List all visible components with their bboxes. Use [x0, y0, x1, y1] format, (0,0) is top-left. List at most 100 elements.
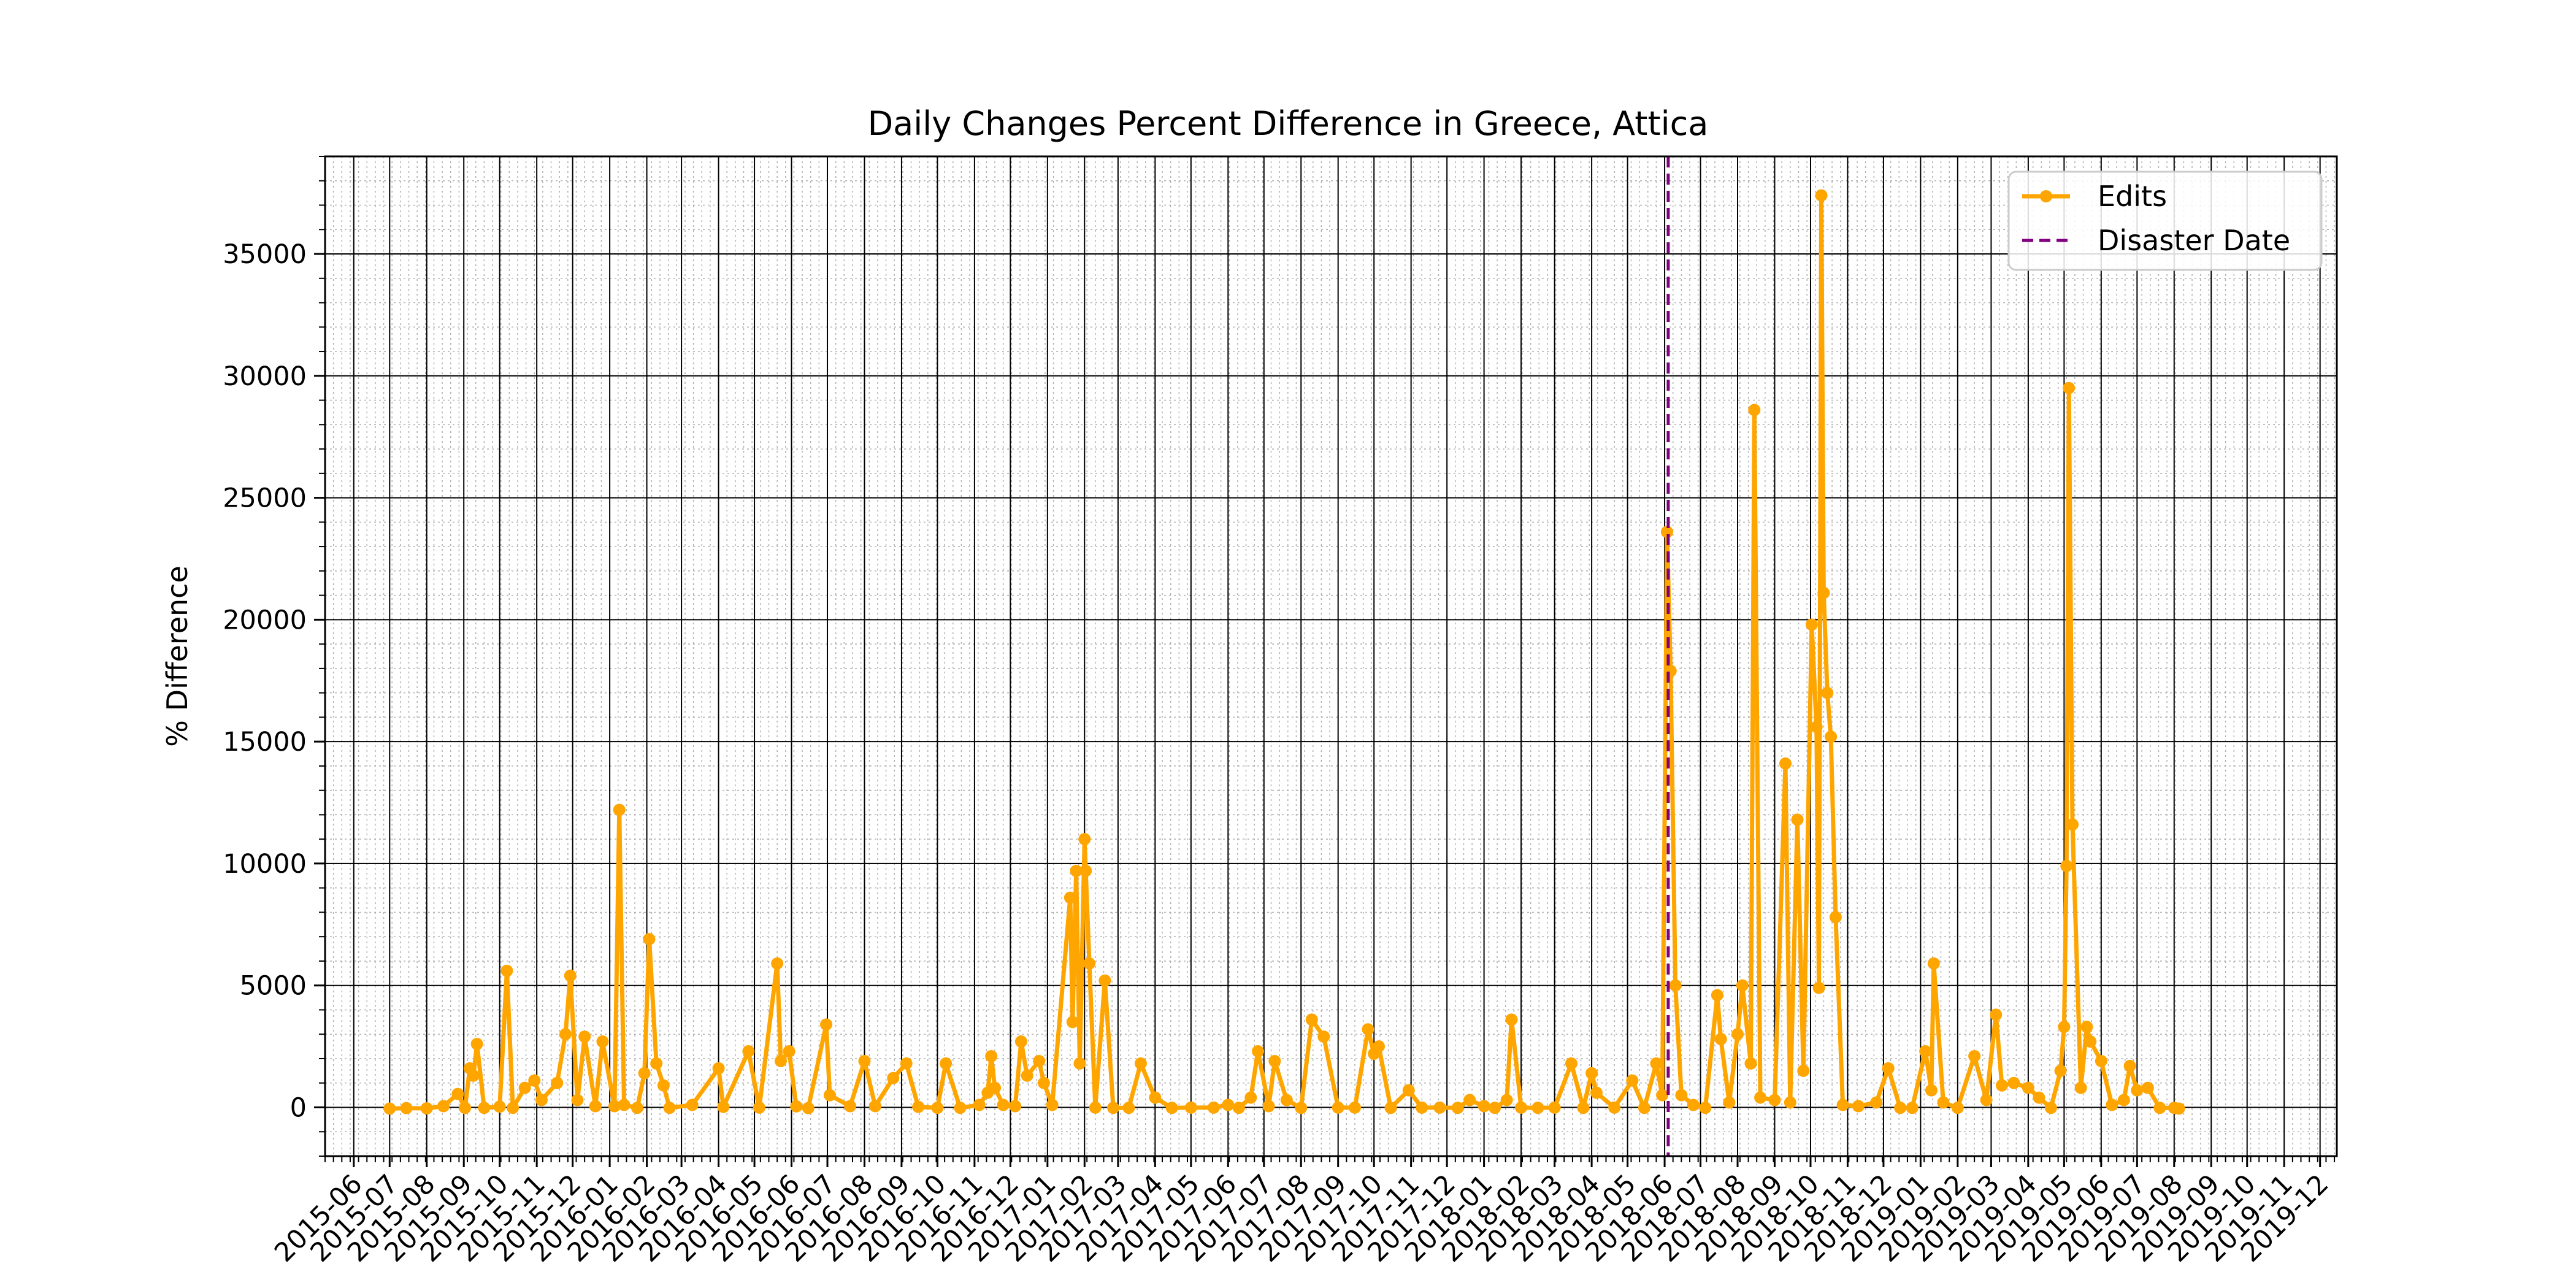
data-point [1565, 1057, 1577, 1070]
data-point [1779, 757, 1792, 770]
data-point [1021, 1069, 1033, 1082]
data-point [2060, 859, 2073, 872]
data-point [2054, 1064, 2067, 1077]
data-point [1882, 1062, 1895, 1075]
data-point [507, 1102, 519, 1114]
y-tick-label: 25000 [223, 483, 307, 514]
data-point [1531, 1102, 1544, 1114]
data-point [2117, 1094, 2130, 1106]
data-point [1748, 404, 1761, 416]
data-point [1925, 1084, 1938, 1097]
data-point [571, 1094, 584, 1106]
data-point [1232, 1102, 1245, 1114]
data-point [1626, 1074, 1639, 1087]
data-point [823, 1089, 836, 1102]
data-point [931, 1102, 944, 1114]
data-point [869, 1100, 882, 1113]
data-point [1463, 1094, 1476, 1106]
data-point [1079, 864, 1092, 877]
data-point [1675, 1089, 1688, 1102]
data-point [383, 1102, 396, 1115]
data-point [771, 957, 784, 970]
data-point [1505, 1013, 1518, 1026]
y-tick-label: 10000 [223, 849, 307, 880]
data-point [400, 1102, 413, 1114]
data-point [467, 1069, 480, 1082]
data-point [2131, 1084, 2144, 1097]
data-point [1817, 586, 1830, 599]
data-point [1262, 1100, 1275, 1113]
data-point [1805, 618, 1818, 631]
data-point [1207, 1101, 1220, 1114]
y-tick-label: 30000 [223, 361, 307, 392]
data-point [1852, 1100, 1865, 1113]
data-point [589, 1100, 602, 1113]
data-point [1451, 1102, 1464, 1114]
data-point [1815, 189, 1828, 202]
data-point [1669, 979, 1682, 992]
data-point [1349, 1101, 1362, 1114]
data-point [1078, 833, 1091, 846]
data-point [2044, 1102, 2057, 1114]
data-point [1951, 1102, 1964, 1114]
data-point [1768, 1094, 1781, 1106]
data-point [451, 1087, 464, 1100]
data-point [1373, 1040, 1386, 1053]
data-point [1821, 686, 1834, 699]
data-point [2106, 1098, 2118, 1111]
data-point [1968, 1050, 1981, 1062]
data-point [1515, 1101, 1528, 1114]
data-point [1608, 1101, 1621, 1114]
data-point [1585, 1067, 1598, 1079]
data-point [1222, 1098, 1235, 1111]
data-point [459, 1102, 472, 1114]
data-point [437, 1100, 450, 1113]
data-point [2063, 381, 2076, 394]
data-point [887, 1071, 900, 1084]
data-point [1489, 1102, 1501, 1114]
data-point [1937, 1096, 1950, 1109]
data-point [2153, 1102, 2166, 1114]
data-point [564, 969, 577, 982]
data-point [1590, 1086, 1603, 1099]
data-point [1731, 1028, 1744, 1041]
data-point [1089, 1101, 1102, 1114]
data-point [1791, 813, 1804, 826]
data-point [912, 1100, 925, 1113]
data-point [1244, 1091, 1257, 1104]
data-point [1009, 1100, 1022, 1113]
data-point [1995, 1079, 2008, 1092]
axes-frame [324, 155, 2338, 1157]
data-point [608, 1100, 621, 1113]
data-point [2123, 1059, 2136, 1072]
data-point [1736, 979, 1749, 992]
data-point [1098, 974, 1111, 987]
data-point [2058, 1021, 2071, 1033]
data-point [1825, 730, 1838, 743]
data-point [657, 1079, 670, 1092]
data-point [1711, 989, 1723, 1002]
data-point [596, 1035, 609, 1048]
data-point [1744, 1057, 1757, 1070]
data-point [2141, 1081, 2154, 1094]
data-point [1638, 1102, 1650, 1114]
data-point [1070, 864, 1083, 877]
data-point [1548, 1101, 1561, 1114]
data-point [478, 1102, 491, 1114]
data-point [1656, 1089, 1669, 1102]
data-point [1149, 1091, 1162, 1104]
data-point [1046, 1098, 1059, 1111]
data-point [650, 1057, 663, 1070]
data-point [1332, 1101, 1344, 1114]
data-point [742, 1045, 755, 1058]
data-point [559, 1028, 572, 1041]
data-point [1134, 1057, 1147, 1070]
data-point [844, 1100, 857, 1113]
data-point [1066, 1016, 1079, 1029]
y-axis-label: % Difference [161, 565, 194, 746]
data-point [2033, 1091, 2045, 1104]
data-point [985, 1050, 998, 1062]
data-point [717, 1100, 730, 1113]
y-tick-label: 0 [290, 1092, 307, 1123]
